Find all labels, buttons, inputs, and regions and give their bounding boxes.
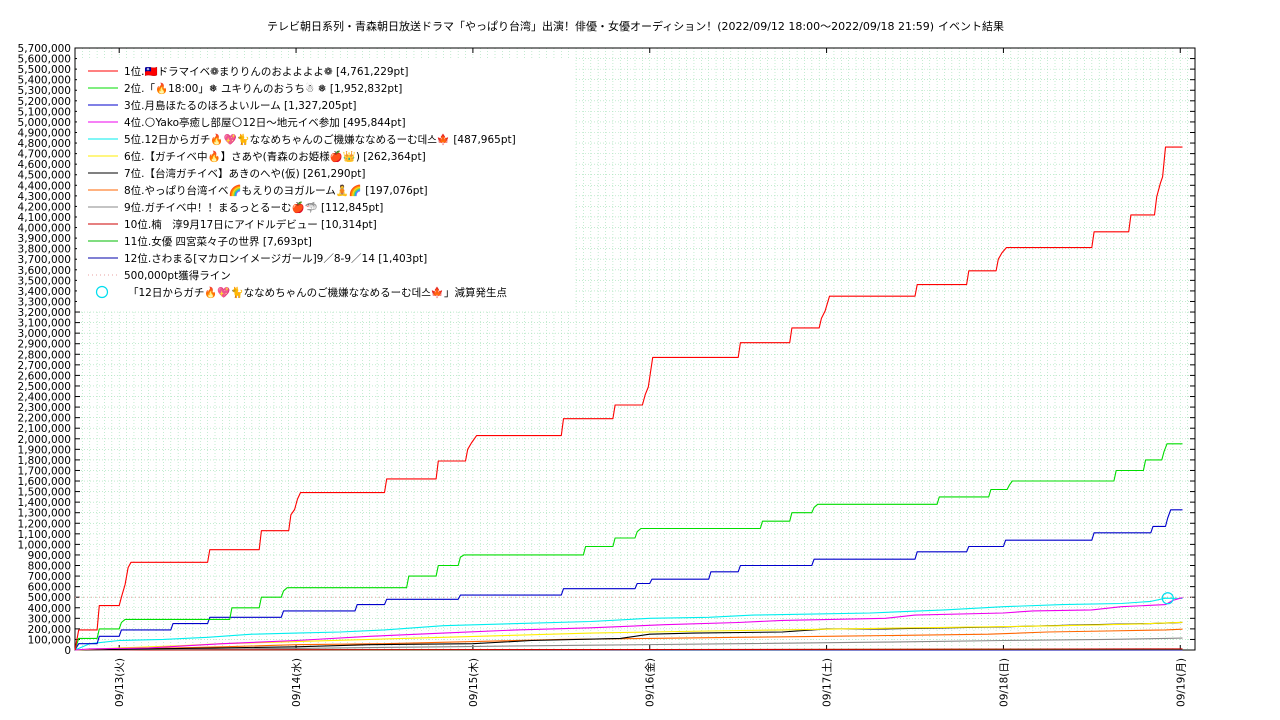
y-tick-label: 2,300,000 [18,402,71,414]
y-tick-label: 2,000,000 [18,434,71,446]
y-tick-label: 1,800,000 [18,455,71,467]
legend-label: 500,000pt獲得ライン [124,269,231,282]
y-tick-label: 4,500,000 [18,170,71,182]
series-line [74,637,1183,651]
y-tick-label: 2,900,000 [18,339,71,351]
legend: 1位.🇹🇼ドラマイベ❁まりりんのおよよよよ❁ [4,761,229pt] 2位.「… [77,58,575,310]
y-tick-label: 1,900,000 [18,444,71,456]
legend-label: 5位.12日からガチ🔥💖🐈ななめちゃんのご機嫌ななめるーむ데스🍁 [487,96… [124,133,516,146]
y-tick-label: 5,000,000 [18,117,71,129]
y-tick-label: 3,900,000 [18,233,71,245]
legend-label: 4位.🌕Yako亭癒し部屋🌕12日〜地元イベ参加 [495,844pt] [124,116,406,129]
y-tick-label: 5,600,000 [18,54,71,66]
x-tick-label: 09/14(水) [291,658,303,707]
legend-marker [95,285,109,299]
x-tick-label: 09/13(火) [114,658,126,707]
y-tick-label: 400,000 [28,603,71,615]
y-tick-label: 900,000 [28,550,71,562]
y-tick-label: 3,300,000 [18,296,71,308]
legend-label: 3位.月島ほたるのほろよいルーム [1,327,205pt] [124,99,356,112]
chart-subtitle: イベント結果 [938,19,1004,33]
y-tick-label: 2,200,000 [18,413,71,425]
x-tick-label: 09/16(金) [644,658,657,707]
y-tick-label: 4,100,000 [18,212,71,224]
y-tick-label: 100,000 [28,634,71,646]
reduction-marker [1161,592,1174,605]
y-tick-label: 4,200,000 [18,201,71,213]
series-line [74,597,1183,651]
y-tick-label: 1,500,000 [18,487,71,499]
legend-label: 6位.【ガチイベ中🔥】さあや(青森のお姫様🍎👑) [262,364pt] [124,150,426,163]
y-tick-label: 600,000 [28,582,71,594]
chart-title: テレビ朝日系列・青森朝日放送ドラマ「やっぱり台湾」出演！俳優・女優オーディション… [267,19,934,33]
y-tick-label: 3,700,000 [18,254,71,266]
y-tick-label: 3,100,000 [18,318,71,330]
y-tick-label: 800,000 [28,561,71,573]
axes: 0100,000200,000300,000400,000500,000600,… [18,43,1196,707]
y-tick-label: 4,600,000 [18,159,71,171]
y-tick-label: 1,100,000 [18,529,71,541]
y-tick-label: 300,000 [28,613,71,625]
y-tick-label: 3,500,000 [18,275,71,287]
y-tick-label: 2,100,000 [18,423,71,435]
legend-background [77,58,575,310]
y-tick-label: 500,000 [28,592,71,604]
series-line [74,146,1183,651]
legend-label: 1位.🇹🇼ドラマイベ❁まりりんのおよよよよ❁ [4,761,229pt] [124,65,408,78]
y-tick-label: 0 [64,645,71,657]
legend-label: 8位.やっぱり台湾イベ🌈もえりのヨガルーム🧘🌈 [197,076pt] [124,184,428,197]
series-line [74,648,1183,651]
y-tick-label: 2,700,000 [18,360,71,372]
x-tick-label: 09/15(木) [468,658,480,707]
y-tick-label: 4,000,000 [18,223,71,235]
y-tick-label: 1,200,000 [18,518,71,530]
series-line [74,597,1183,651]
y-tick-label: 3,600,000 [18,265,71,277]
y-tick-label: 4,900,000 [18,127,71,139]
y-tick-label: 5,400,000 [18,75,71,87]
legend-label: 9位.ガチイベ中！！まるっとるーむ🍎🦈 [112,845pt] [124,201,383,214]
y-tick-label: 2,800,000 [18,349,71,361]
legend-label: 2位.「🔥18:00」❅ ユキりんのおうち☃ ❅ [1,952,832pt] [124,82,402,95]
y-tick-label: 1,700,000 [18,465,71,477]
series-line [74,443,1183,651]
series-layer [74,146,1183,651]
y-tick-label: 3,800,000 [18,244,71,256]
y-tick-label: 700,000 [28,571,71,583]
x-tick-label: 09/19(月) [1175,658,1187,707]
y-tick-label: 3,400,000 [18,286,71,298]
y-tick-label: 1,300,000 [18,508,71,520]
legend-label: 「12日からガチ🔥💖🐈ななめちゃんのご機嫌ななめるーむ데스🍁」減算発生点 [128,286,507,299]
legend-label: 11位.女優 四宮菜々子の世界 [7,693pt] [124,235,312,248]
y-tick-label: 5,500,000 [18,64,71,76]
y-tick-label: 3,000,000 [18,328,71,340]
y-tick-label: 1,000,000 [18,539,71,551]
series-line [74,628,1183,651]
y-tick-label: 5,200,000 [18,96,71,108]
legend-label: 10位.楠 淳9月17日にアイドルデビュー [10,314pt] [124,218,377,231]
y-tick-label: 5,100,000 [18,106,71,118]
y-tick-label: 1,600,000 [18,476,71,488]
y-tick-label: 4,700,000 [18,149,71,161]
y-tick-label: 4,800,000 [18,138,71,150]
legend-label: 12位.さわまる[マカロンイメージガール]9／8-9／14 [1,403pt] [124,252,427,265]
y-tick-label: 2,600,000 [18,370,71,382]
legend-label: 7位.【台湾ガチイベ】あきのへや(仮) [261,290pt] [124,167,365,180]
x-tick-label: 09/18(日) [998,658,1010,707]
y-tick-label: 2,500,000 [18,381,71,393]
marker-layer [1161,592,1174,605]
y-tick-label: 200,000 [28,624,71,636]
series-line [74,509,1183,651]
y-tick-label: 5,300,000 [18,85,71,97]
y-tick-label: 5,700,000 [18,43,71,55]
y-tick-label: 1,400,000 [18,497,71,509]
y-tick-label: 4,300,000 [18,191,71,203]
y-tick-label: 4,400,000 [18,180,71,192]
y-tick-label: 3,200,000 [18,307,71,319]
x-tick-label: 09/17(土) [821,658,834,707]
y-tick-label: 2,400,000 [18,392,71,404]
